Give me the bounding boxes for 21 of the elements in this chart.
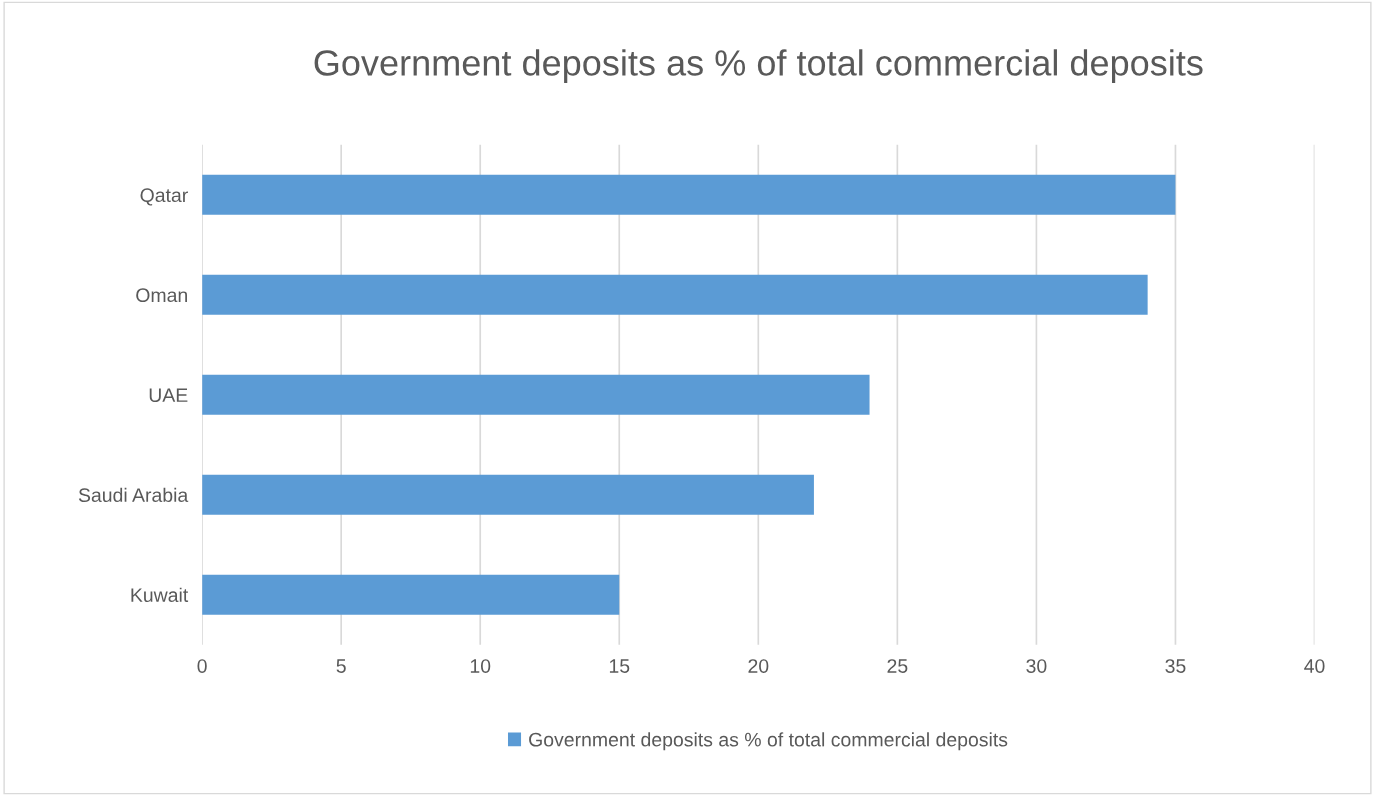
- legend-label: Government deposits as % of total commercial deposits: [529, 732, 1008, 751]
- chart-title: Government deposits as % of total commercial deposits: [314, 49, 1203, 83]
- bar: [202, 274, 1148, 315]
- bar: [202, 174, 1176, 215]
- x-tick-label: 20: [748, 659, 769, 673]
- x-tick-label: 25: [887, 659, 908, 673]
- x-tick-label: 15: [609, 659, 630, 673]
- x-tick-label: 5: [336, 659, 346, 673]
- x-tick-label: 40: [1304, 659, 1325, 673]
- y-tick-label: Qatar: [140, 188, 188, 206]
- y-tick-label: Kuwait: [131, 587, 189, 603]
- bar: [202, 374, 870, 415]
- y-tick-label: Oman: [136, 288, 187, 303]
- y-tick-label: UAE: [149, 388, 188, 403]
- bar: [202, 574, 620, 615]
- x-tick-label: 35: [1165, 659, 1186, 673]
- bar: [202, 474, 814, 515]
- x-tick-label: 30: [1026, 659, 1047, 673]
- y-tick-label: Saudi Arabia: [78, 487, 189, 503]
- x-tick-label: 10: [470, 659, 491, 673]
- x-tick-label: 0: [197, 659, 207, 673]
